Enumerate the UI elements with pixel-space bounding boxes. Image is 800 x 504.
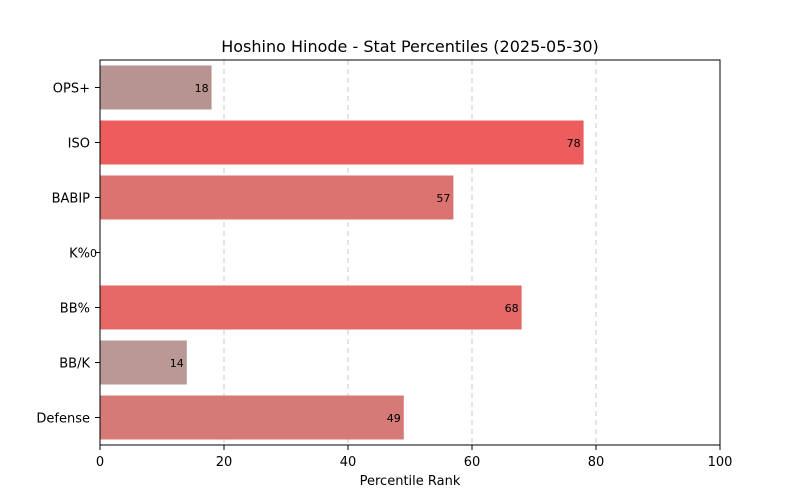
data-label: 18 <box>195 82 209 95</box>
chart-title: Hoshino Hinode - Stat Percentiles (2025-… <box>221 37 599 56</box>
data-labels: 18 78 57 0 68 14 49 <box>90 82 581 425</box>
grid-lines <box>223 60 597 445</box>
x-tick-label: 0 <box>96 455 104 470</box>
x-axis-ticks: 0 20 40 60 80 100 <box>96 445 733 470</box>
plot-frame <box>99 59 721 446</box>
bar-5 <box>100 340 187 385</box>
data-label: 78 <box>567 137 581 150</box>
y-axis-ticks: OPS+ ISO BABIP K% BB% BB/K Defense <box>36 82 100 427</box>
x-tick-label: 60 <box>464 455 481 470</box>
y-tick-label: BB/K <box>59 357 90 372</box>
bar-1 <box>100 120 584 165</box>
data-label: 68 <box>505 302 519 315</box>
x-axis-label: Percentile Rank <box>360 474 461 489</box>
y-tick-label: BB% <box>60 302 90 317</box>
bars <box>100 65 584 440</box>
data-label: 14 <box>170 357 184 370</box>
x-tick-label: 80 <box>588 455 605 470</box>
y-tick-label: ISO <box>68 137 90 152</box>
bar-0 <box>100 65 212 110</box>
data-label: 57 <box>436 192 450 205</box>
bar-4 <box>100 285 522 330</box>
x-tick-label: 100 <box>708 455 733 470</box>
bar-6 <box>100 395 404 440</box>
y-tick-label: K% <box>69 247 90 262</box>
y-tick-label: OPS+ <box>53 82 90 97</box>
bar-2 <box>100 175 454 220</box>
data-label: 49 <box>387 412 401 425</box>
data-label: 0 <box>90 247 97 260</box>
x-tick-label: 40 <box>340 455 357 470</box>
x-tick-label: 20 <box>216 455 233 470</box>
y-tick-label: BABIP <box>52 192 91 207</box>
y-tick-label: Defense <box>36 412 90 427</box>
